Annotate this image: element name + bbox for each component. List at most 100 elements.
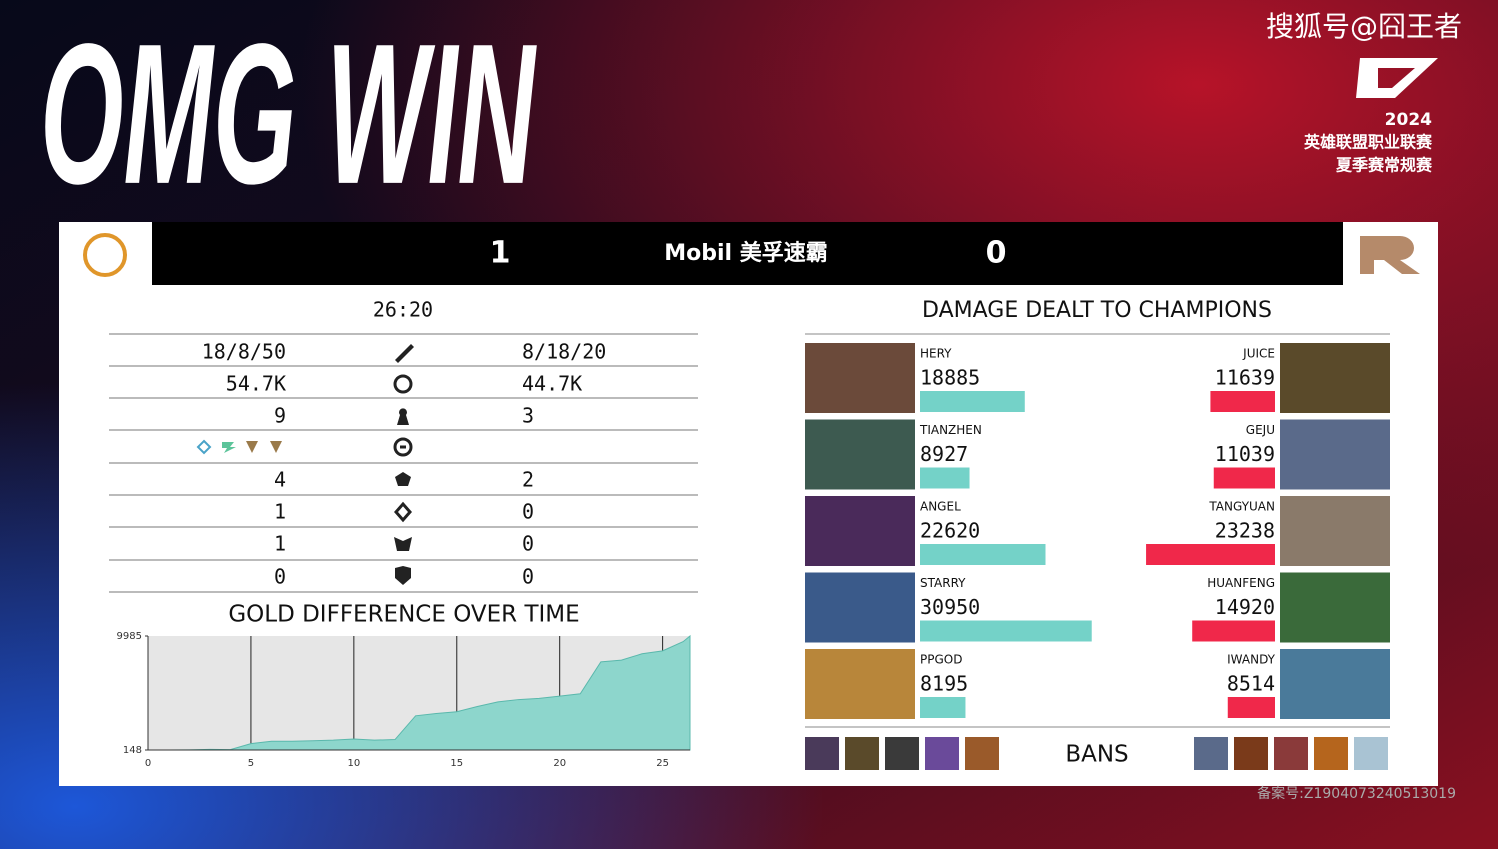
player-name: PPGOD xyxy=(920,653,962,667)
damage-bar xyxy=(920,620,1092,642)
elder-icon xyxy=(395,566,411,585)
player-name: HERY xyxy=(920,347,952,361)
damage-bar xyxy=(920,391,1025,412)
portrait xyxy=(805,649,915,719)
footer: 备案号:Z1904073240513019 xyxy=(1257,785,1456,802)
left-stat: 1 xyxy=(274,532,286,556)
ban-portrait xyxy=(1274,737,1308,770)
league-year: 2024 xyxy=(1385,110,1432,130)
dragon-row-icon xyxy=(393,437,413,457)
herald-icon xyxy=(394,501,412,523)
damage-bar xyxy=(920,544,1046,565)
right-stat: 2 xyxy=(522,468,534,492)
left-stat: 1 xyxy=(274,500,286,524)
dragon-icon xyxy=(196,439,212,455)
damage-value: 8927 xyxy=(920,442,968,466)
player-name: TANGYUAN xyxy=(1208,500,1275,514)
ban-portrait xyxy=(805,737,839,770)
y-tick-label: 148 xyxy=(123,745,142,756)
x-tick-label: 0 xyxy=(145,758,151,769)
x-tick-label: 25 xyxy=(656,758,669,769)
damage-bar xyxy=(1227,697,1275,718)
portrait xyxy=(1280,649,1390,719)
damage-bar xyxy=(1192,620,1275,642)
damage-value: 14920 xyxy=(1215,595,1275,619)
x-tick-label: 15 xyxy=(450,758,463,769)
right-stat: 8/18/20 xyxy=(522,340,606,364)
portrait xyxy=(1280,496,1390,566)
bans-label: BANS xyxy=(1065,742,1128,768)
dragon-icon xyxy=(246,441,258,453)
score-bar xyxy=(59,222,1438,285)
portrait xyxy=(805,343,915,413)
x-tick-label: 10 xyxy=(347,758,360,769)
game-time: 26:20 xyxy=(373,298,433,322)
damage-value: 22620 xyxy=(920,519,980,543)
player-name: ANGEL xyxy=(920,500,961,514)
damage-value: 23238 xyxy=(1215,519,1275,543)
damage-value: 30950 xyxy=(920,595,980,619)
dragon-icon xyxy=(222,442,236,453)
right-stat: 0 xyxy=(522,500,534,524)
league-season: 夏季赛常规赛 xyxy=(1335,156,1433,175)
left-score: 1 xyxy=(490,236,511,271)
left-stat: 54.7K xyxy=(226,372,286,396)
damage-value: 11639 xyxy=(1215,366,1275,390)
portrait xyxy=(1280,419,1390,490)
right-stat: 0 xyxy=(522,565,534,589)
portrait xyxy=(805,419,915,490)
left-stat: 9 xyxy=(274,404,286,428)
left-stat: 4 xyxy=(274,468,286,492)
sponsor: Mobil 美孚速霸 xyxy=(664,240,828,266)
player-name: IWANDY xyxy=(1227,653,1276,667)
team-logo-mark xyxy=(83,233,127,277)
right-stat: 3 xyxy=(522,404,534,428)
y-tick-label: 9985 xyxy=(117,631,142,642)
damage-bar xyxy=(1213,467,1275,489)
x-tick-label: 20 xyxy=(553,758,566,769)
baron-icon xyxy=(394,537,412,551)
damage-bar xyxy=(920,467,970,489)
gold-icon xyxy=(393,374,413,394)
gold-area xyxy=(147,634,691,751)
ban-portrait xyxy=(1194,737,1228,770)
kills-icon xyxy=(395,344,414,363)
player-name: STARRY xyxy=(920,576,966,590)
ban-portrait xyxy=(1234,737,1268,770)
left-stat: 0 xyxy=(274,565,286,589)
portrait xyxy=(805,496,915,566)
x-tick-label: 5 xyxy=(248,758,254,769)
damage-value: 18885 xyxy=(920,366,980,390)
stat-icons xyxy=(393,344,414,585)
chart-title: GOLD DIFFERENCE OVER TIME xyxy=(228,602,579,628)
league-name: 英雄联盟职业联赛 xyxy=(1303,133,1433,152)
portrait xyxy=(805,572,915,643)
title: OMG WIN xyxy=(40,3,537,226)
team-logo-mark xyxy=(1360,236,1420,274)
ban-portrait xyxy=(845,737,879,770)
player-name: HUANFENG xyxy=(1207,576,1275,590)
right-score: 0 xyxy=(986,236,1007,271)
player-name: JUICE xyxy=(1242,347,1275,361)
right-stat: 0 xyxy=(522,532,534,556)
right-stat: 44.7K xyxy=(522,372,582,396)
dragon-icons xyxy=(196,439,282,455)
left-stat: 18/8/50 xyxy=(202,340,286,364)
damage-title: DAMAGE DEALT TO CHAMPIONS xyxy=(922,298,1272,323)
player-name: GEJU xyxy=(1246,423,1275,437)
portrait xyxy=(1280,572,1390,643)
damage-value: 8514 xyxy=(1227,672,1275,696)
portrait xyxy=(1280,343,1390,413)
damage-value: 11039 xyxy=(1215,442,1275,466)
tower-icon xyxy=(397,408,409,425)
ban-portrait xyxy=(1354,737,1388,770)
damage-value: 8195 xyxy=(920,672,968,696)
damage-bar xyxy=(1146,544,1275,565)
grub-icon xyxy=(395,472,411,486)
league-logo xyxy=(1356,58,1438,98)
dragon-icon xyxy=(270,441,282,453)
watermark: 搜狐号@囧王者 xyxy=(1266,10,1462,43)
ban-portrait xyxy=(925,737,959,770)
ban-portrait xyxy=(965,737,999,770)
